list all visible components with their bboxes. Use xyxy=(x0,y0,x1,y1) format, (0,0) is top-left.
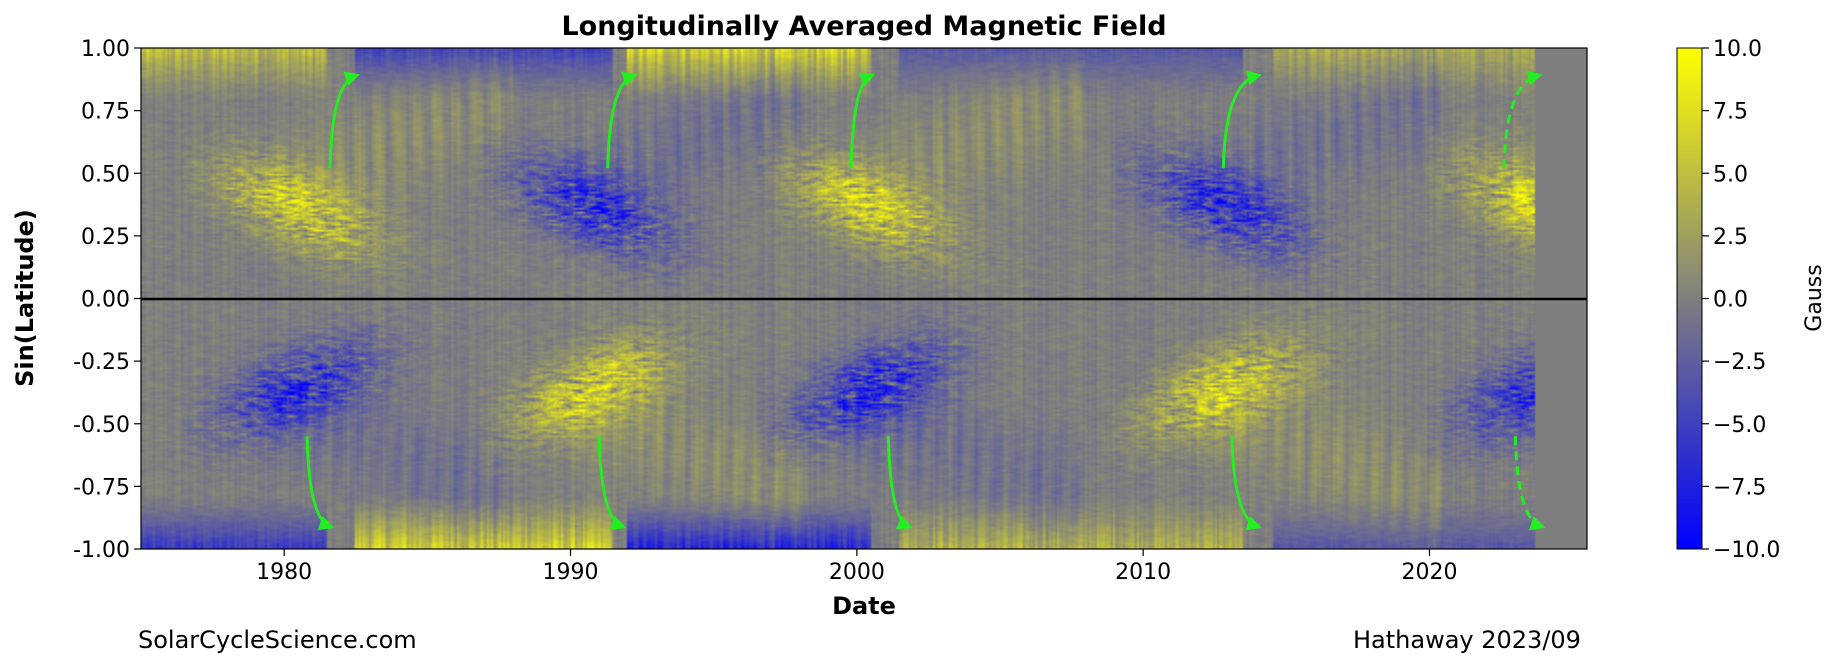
y-tick-label: -0.75 xyxy=(73,475,130,500)
y-tick-label: 1.00 xyxy=(81,37,130,62)
chart-title: Longitudinally Averaged Magnetic Field xyxy=(561,11,1166,42)
x-tick-label: 1980 xyxy=(256,560,312,585)
surge-arrow xyxy=(1230,436,1262,531)
y-tick-label: 0.75 xyxy=(81,100,130,125)
x-axis-label: Date xyxy=(832,592,896,620)
surge-arrow xyxy=(1502,70,1543,169)
x-tick-label: 2000 xyxy=(829,560,885,585)
colorbar-tick-label: −5.0 xyxy=(1713,413,1766,438)
x-axis: 1980 1990 2000 2010 2020 xyxy=(256,549,1458,585)
y-axis: 1.00 0.75 0.50 0.25 0.00 -0.25 -0.50 -0.75 -1.00 xyxy=(73,37,141,563)
y-tick-label: -1.00 xyxy=(73,538,130,563)
x-tick-label: 1990 xyxy=(543,560,599,585)
surge-arrow xyxy=(886,436,913,530)
colorbar-tick-label: −10.0 xyxy=(1713,538,1780,563)
y-tick-label: -0.50 xyxy=(73,413,130,438)
surge-arrow xyxy=(849,72,876,169)
colorbar-tick-label: 2.5 xyxy=(1713,225,1748,250)
surge-arrow xyxy=(597,436,627,530)
colorbar-tick-label: 5.0 xyxy=(1713,162,1748,187)
y-tick-label: 0.00 xyxy=(81,288,130,313)
colorbar-tick-label: 10.0 xyxy=(1713,37,1762,62)
x-tick-label: 2010 xyxy=(1115,560,1171,585)
colorbar-tick-label: −2.5 xyxy=(1713,350,1766,375)
colorbar-ticks: 10.0 7.5 5.0 2.5 0.0 −2.5 −5.0 −7.5 −10.0 xyxy=(1702,37,1780,563)
y-tick-label: 0.25 xyxy=(81,225,130,250)
surge-arrow xyxy=(1221,70,1263,169)
colorbar-label: Gauss xyxy=(1802,264,1827,331)
colorbar xyxy=(1676,47,1703,550)
y-axis-label: Sin(Latitude) xyxy=(11,209,39,387)
colorbar-tick-label: 0.0 xyxy=(1713,288,1748,313)
surge-arrow xyxy=(606,71,638,169)
y-tick-label: -0.25 xyxy=(73,350,130,375)
surge-arrow xyxy=(1513,436,1546,531)
colorbar-tick-label: 7.5 xyxy=(1713,100,1748,125)
y-tick-label: 0.50 xyxy=(81,162,130,187)
surge-arrow xyxy=(305,436,335,530)
poleward-surge-arrows xyxy=(305,70,1546,531)
surge-arrow xyxy=(328,71,361,169)
source-credit: SolarCycleScience.com xyxy=(138,626,417,654)
x-tick-label: 2020 xyxy=(1402,560,1458,585)
plot-area xyxy=(141,48,1587,549)
colorbar-tick-label: −7.5 xyxy=(1713,475,1766,500)
author-date-credit: Hathaway 2023/09 xyxy=(1353,626,1581,654)
